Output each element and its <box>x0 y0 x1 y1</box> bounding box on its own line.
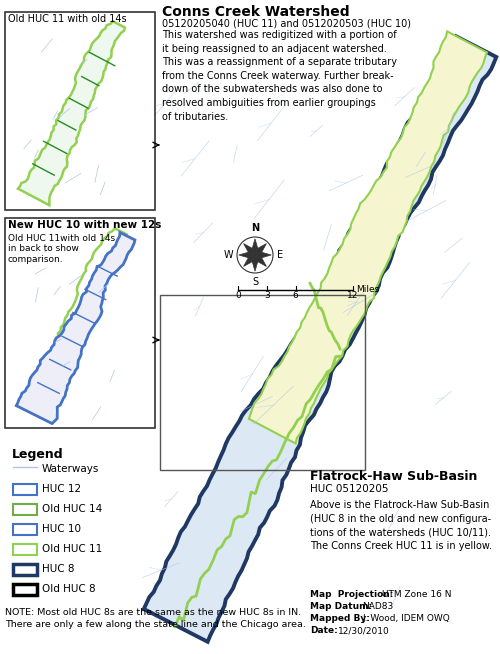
Text: 12: 12 <box>348 291 358 300</box>
Text: W: W <box>224 250 233 260</box>
Polygon shape <box>255 243 266 255</box>
Polygon shape <box>252 255 258 271</box>
Text: Date:: Date: <box>310 626 338 635</box>
Text: Old HUC 11: Old HUC 11 <box>42 543 102 553</box>
Bar <box>5 12 155 210</box>
Polygon shape <box>255 255 266 266</box>
Text: N: N <box>251 223 259 233</box>
Text: J. Wood, IDEM OWQ: J. Wood, IDEM OWQ <box>362 614 450 623</box>
Polygon shape <box>18 21 125 205</box>
Text: Old HUC 11with old 14s
in back to show
comparison.: Old HUC 11with old 14s in back to show c… <box>8 234 115 264</box>
Text: HUC 12: HUC 12 <box>42 483 81 494</box>
Text: Map  Projection:: Map Projection: <box>310 590 396 599</box>
Text: 05120205040 (HUC 11) and 0512020503 (HUC 10): 05120205040 (HUC 11) and 0512020503 (HUC… <box>162 18 411 28</box>
Text: Old HUC 14: Old HUC 14 <box>42 504 102 513</box>
Text: NOTE: Most old HUC 8s are the same as the new HUC 8s in IN.
There are only a few: NOTE: Most old HUC 8s are the same as th… <box>5 608 306 628</box>
Bar <box>5 218 155 428</box>
Text: 3: 3 <box>264 291 270 300</box>
Text: HUC 05120205: HUC 05120205 <box>310 484 388 494</box>
Text: New HUC 10 with new 12s: New HUC 10 with new 12s <box>8 220 162 230</box>
Polygon shape <box>252 239 258 255</box>
Polygon shape <box>244 243 255 255</box>
Text: Legend: Legend <box>12 448 64 461</box>
Text: 12/30/2010: 12/30/2010 <box>338 626 390 635</box>
Polygon shape <box>144 36 497 642</box>
Text: S: S <box>252 277 258 287</box>
Polygon shape <box>249 31 487 443</box>
Bar <box>13 484 37 495</box>
Bar <box>13 504 37 515</box>
Bar <box>13 584 37 595</box>
Text: Conns Creek Watershed: Conns Creek Watershed <box>162 5 350 19</box>
Text: Mapped By:: Mapped By: <box>310 614 373 623</box>
Bar <box>13 564 37 575</box>
Bar <box>13 524 37 535</box>
Bar <box>13 544 37 555</box>
Text: Map Datum:: Map Datum: <box>310 602 375 611</box>
Text: Above is the Flatrock-Haw Sub-Basin
(HUC 8 in the old and new configura-
tions o: Above is the Flatrock-Haw Sub-Basin (HUC… <box>310 500 492 551</box>
Text: Miles: Miles <box>356 286 380 294</box>
Polygon shape <box>244 255 255 266</box>
Text: Flatrock-Haw Sub-Basin: Flatrock-Haw Sub-Basin <box>310 470 478 483</box>
Text: 6: 6 <box>292 291 298 300</box>
Polygon shape <box>239 252 255 258</box>
Text: 0: 0 <box>235 291 241 300</box>
Polygon shape <box>255 252 271 258</box>
Text: HUC 8: HUC 8 <box>42 564 74 574</box>
Text: UTM Zone 16 N: UTM Zone 16 N <box>382 590 452 599</box>
Text: Waterways: Waterways <box>42 464 100 473</box>
Text: HUC 10: HUC 10 <box>42 523 81 534</box>
Text: This watershed was redigitized with a portion of
it being reassigned to an adjac: This watershed was redigitized with a po… <box>162 30 397 122</box>
Text: NAD83: NAD83 <box>362 602 393 611</box>
Text: E: E <box>277 250 283 260</box>
Polygon shape <box>16 232 135 424</box>
Bar <box>160 295 365 470</box>
Text: Old HUC 8: Old HUC 8 <box>42 583 96 593</box>
Text: Old HUC 11 with old 14s: Old HUC 11 with old 14s <box>8 14 126 24</box>
